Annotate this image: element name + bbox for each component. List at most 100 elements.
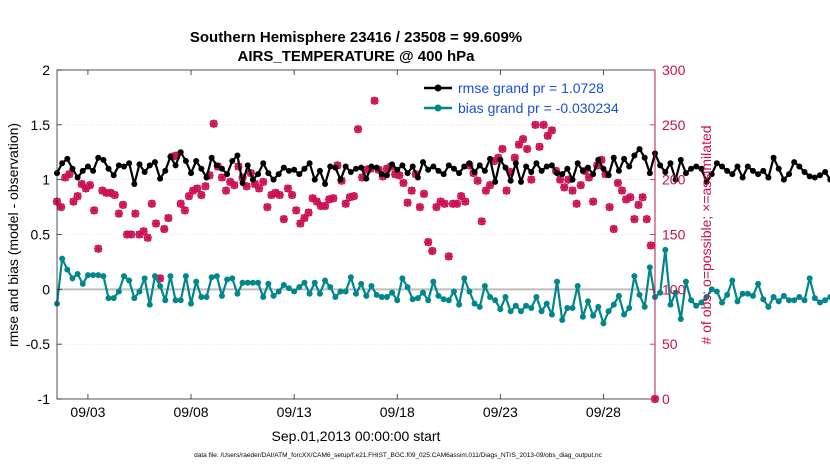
rmse-point (270, 176, 277, 183)
obs-assimilated-marker (292, 206, 301, 215)
rmse-point (198, 165, 205, 172)
bias-point (739, 290, 746, 297)
rmse-point (548, 162, 555, 169)
rmse-point (786, 171, 793, 178)
y-right-tick-label: 100 (662, 281, 686, 297)
obs-assimilated-marker (618, 186, 627, 195)
bias-point (584, 298, 591, 305)
obs-count-marker (209, 119, 218, 128)
bias-point (239, 279, 246, 286)
obs-count-marker (589, 197, 598, 206)
obs-count-marker (444, 252, 453, 261)
rmse-point (512, 160, 519, 167)
legend-rmse-marker (434, 84, 442, 92)
obs-count-marker (292, 206, 301, 215)
bias-point (105, 295, 112, 302)
y-axis-left-label: rmse and bias (model - observation) (5, 123, 21, 347)
bias-point (636, 291, 643, 298)
rmse-point (621, 155, 628, 162)
obs-assimilated-marker (646, 241, 655, 250)
obs-assimilated-marker (585, 173, 594, 182)
obs-count-marker (230, 181, 239, 190)
y-right-tick-label: 250 (662, 117, 686, 133)
obs-count-marker (201, 182, 210, 191)
rmse-point (713, 160, 720, 167)
obs-assimilated-marker (217, 173, 226, 182)
obs-assimilated-marker (440, 199, 449, 208)
obs-assimilated-marker (65, 170, 74, 179)
rmse-point (394, 166, 401, 173)
rmse-point (95, 154, 102, 161)
rmse-point (600, 165, 607, 172)
rmse-point (682, 170, 689, 177)
rmse-point (353, 165, 359, 172)
rmse-point (554, 170, 561, 177)
bias-point (476, 303, 483, 310)
obs-count-marker (609, 225, 618, 234)
bias-point (332, 294, 339, 301)
bias-point (394, 297, 401, 304)
bias-point (59, 255, 66, 262)
rmse-point (615, 167, 622, 174)
bias-point (296, 284, 303, 291)
obs-assimilated-marker (345, 193, 354, 202)
rmse-point (188, 170, 195, 177)
rmse-point (84, 163, 91, 170)
rmse-point (59, 160, 66, 167)
y-left-tick-label: 1 (42, 172, 50, 188)
obs-count-marker (147, 199, 156, 208)
rmse-point (275, 171, 282, 178)
obs-assimilated-marker (506, 167, 515, 176)
y-right-tick-label: 50 (662, 336, 678, 352)
bias-point (595, 303, 602, 310)
obs-count-marker (642, 215, 651, 224)
rmse-point (822, 168, 829, 175)
obs-count-marker (73, 192, 82, 201)
rmse-point (533, 160, 540, 167)
rmse-point (801, 168, 808, 175)
rmse-point (229, 158, 236, 165)
rmse-point (151, 159, 158, 166)
obs-assimilated-marker (424, 238, 433, 247)
obs-count-marker (626, 193, 635, 202)
rmse-point (373, 164, 380, 171)
bias-point (667, 301, 674, 308)
bias-point (605, 308, 612, 315)
rmse-point (806, 173, 813, 180)
rmse-point (69, 165, 76, 172)
rmse-point (677, 156, 684, 163)
obs-count-marker (473, 176, 482, 185)
bias-point (626, 304, 633, 311)
rmse-point (698, 165, 705, 172)
rmse-point (466, 160, 473, 167)
obs-assimilated-marker (576, 181, 585, 190)
bias-point (301, 279, 308, 286)
rmse-point (296, 171, 303, 178)
bias-point (811, 295, 818, 302)
obs-assimilated-marker (415, 203, 424, 212)
obs-assimilated-marker (527, 175, 536, 184)
y-left-tick-label: 1.5 (31, 117, 51, 133)
obs-count-marker (349, 192, 358, 201)
obs-assimilated-marker (613, 178, 622, 187)
obs-assimilated-marker (197, 191, 206, 200)
obs-assimilated-marker (242, 182, 251, 191)
obs-assimilated-marker (267, 191, 276, 200)
obs-count-marker (118, 200, 127, 209)
rmse-point (749, 167, 756, 174)
obs-assimilated-marker (531, 120, 540, 129)
rmse-point (646, 170, 653, 177)
bias-point (291, 288, 298, 295)
rmse-point (734, 163, 741, 170)
obs-assimilated-marker (523, 144, 532, 153)
bias-point (765, 303, 772, 310)
obs-assimilated-marker (407, 186, 416, 195)
rmse-point (100, 156, 107, 163)
obs-count-marker (535, 142, 544, 151)
rmse-point (414, 174, 421, 181)
rmse-point (79, 167, 86, 174)
bias-point (64, 266, 71, 273)
rmse-point (461, 163, 468, 170)
bias-point (121, 273, 128, 280)
